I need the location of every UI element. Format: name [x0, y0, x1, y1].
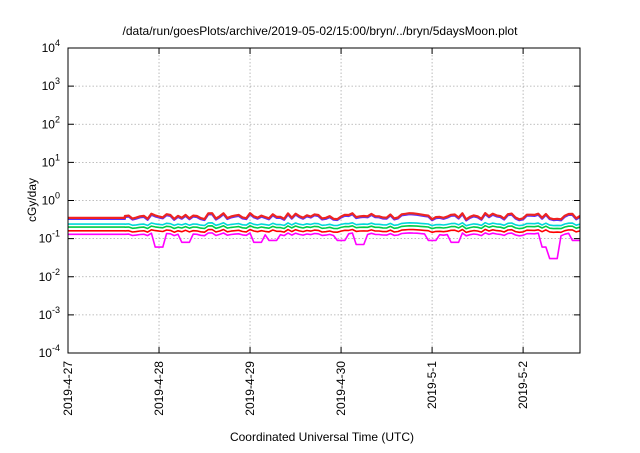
- series-line: [68, 221, 581, 227]
- y-axis-label: cGy/day: [25, 178, 39, 222]
- y-tick-label: 101: [42, 152, 60, 169]
- x-tick-label: 2019-5-2: [516, 361, 530, 409]
- plot-frame: [67, 47, 581, 354]
- x-axis-label: Coordinated Universal Time (UTC): [230, 430, 414, 444]
- axes: 10-4 10-3 10-2 10-1 100 101 102 103 104 2019-4-27…: [39, 38, 581, 416]
- y-tick-label: 10-2: [39, 267, 60, 284]
- y-tick-label: 100: [42, 191, 60, 208]
- y-tick-label: 103: [42, 76, 60, 93]
- x-tick-label: 2019-4-28: [152, 361, 166, 416]
- chart-title: /data/run/goesPlots/archive/2019-05-02/1…: [123, 24, 519, 38]
- series-layer: [68, 212, 581, 260]
- series-line: [68, 232, 580, 260]
- y-tick-label: 104: [42, 38, 60, 55]
- x-tick-label: 2019-4-27: [61, 361, 75, 416]
- y-tick-label: 10-4: [39, 343, 60, 360]
- x-tick-label: 2019-5-1: [425, 361, 439, 409]
- series-line: [68, 224, 581, 230]
- y-tick-label: 10-3: [39, 305, 60, 322]
- x-tick-label: 2019-4-30: [334, 361, 348, 416]
- series-line: [68, 228, 581, 234]
- x-tick-label: 2019-4-29: [243, 361, 257, 416]
- y-tick-label: 10-1: [39, 229, 60, 246]
- grid: [68, 48, 580, 353]
- y-tick-label: 102: [42, 114, 60, 131]
- series-line: [68, 212, 581, 221]
